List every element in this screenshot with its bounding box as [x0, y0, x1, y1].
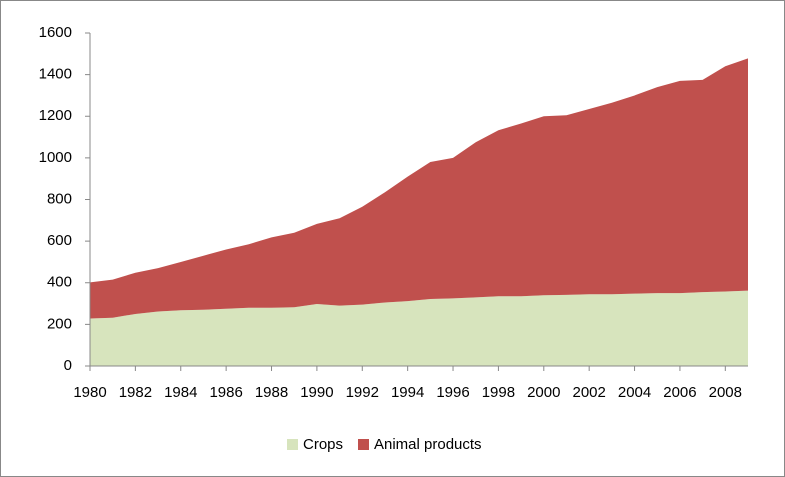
x-tick-label: 1996 [436, 384, 469, 401]
x-tick-label: 1984 [164, 384, 197, 401]
legend-swatch [287, 439, 298, 450]
x-tick-label: 1980 [73, 384, 106, 401]
x-tick-label: 1982 [119, 384, 152, 401]
area [90, 58, 748, 319]
legend-label: Animal products [374, 436, 482, 453]
legend-label: Crops [303, 436, 343, 453]
area [90, 290, 748, 366]
x-tick-label: 2002 [572, 384, 605, 401]
y-tick-label: 1200 [39, 107, 72, 124]
y-tick-label: 400 [47, 274, 72, 291]
y-tick-label: 1600 [39, 24, 72, 41]
x-tick-label: 1986 [209, 384, 242, 401]
y-tick-label: 0 [64, 357, 72, 374]
x-tick-label: 2008 [709, 384, 742, 401]
x-tick-label: 1998 [482, 384, 515, 401]
y-tick-label: 800 [47, 190, 72, 207]
y-tick-label: 1400 [39, 66, 72, 83]
x-tick-label: 1994 [391, 384, 424, 401]
x-tick-label: 2006 [663, 384, 696, 401]
legend-swatch [358, 439, 369, 450]
x-tick-label: 2004 [618, 384, 651, 401]
x-tick-label: 1988 [255, 384, 288, 401]
y-tick-label: 200 [47, 315, 72, 332]
x-tick-label: 2000 [527, 384, 560, 401]
y-tick-label: 600 [47, 232, 72, 249]
x-tick-label: 1990 [300, 384, 333, 401]
x-tick-label: 1992 [346, 384, 379, 401]
y-tick-label: 1000 [39, 149, 72, 166]
